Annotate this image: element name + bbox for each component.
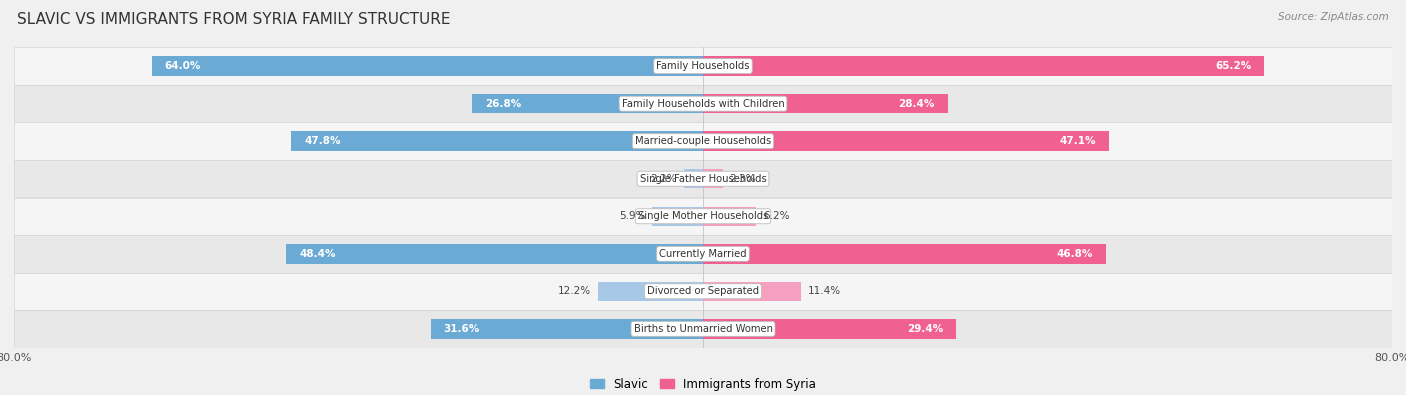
Bar <box>652 207 703 226</box>
Bar <box>703 319 956 339</box>
Text: 12.2%: 12.2% <box>558 286 591 296</box>
Legend: Slavic, Immigrants from Syria: Slavic, Immigrants from Syria <box>585 373 821 395</box>
Text: Single Father Households: Single Father Households <box>640 174 766 184</box>
Text: 47.1%: 47.1% <box>1059 136 1095 146</box>
Bar <box>430 319 703 339</box>
Bar <box>14 273 1392 310</box>
Text: SLAVIC VS IMMIGRANTS FROM SYRIA FAMILY STRUCTURE: SLAVIC VS IMMIGRANTS FROM SYRIA FAMILY S… <box>17 12 450 27</box>
Text: 29.4%: 29.4% <box>907 324 943 334</box>
Text: 2.2%: 2.2% <box>651 174 678 184</box>
Bar <box>703 132 1108 151</box>
Text: Family Households with Children: Family Households with Children <box>621 99 785 109</box>
Bar <box>287 244 703 263</box>
Text: 2.3%: 2.3% <box>730 174 756 184</box>
Bar <box>14 85 1392 122</box>
Bar <box>703 207 756 226</box>
Text: 26.8%: 26.8% <box>485 99 522 109</box>
Bar <box>472 94 703 113</box>
Bar <box>598 282 703 301</box>
Text: 65.2%: 65.2% <box>1215 61 1251 71</box>
Text: Source: ZipAtlas.com: Source: ZipAtlas.com <box>1278 12 1389 22</box>
Text: Single Mother Households: Single Mother Households <box>638 211 768 221</box>
Text: 5.9%: 5.9% <box>619 211 645 221</box>
Bar <box>685 169 703 188</box>
Text: 6.2%: 6.2% <box>763 211 790 221</box>
Bar <box>703 56 1264 76</box>
Text: Married-couple Households: Married-couple Households <box>636 136 770 146</box>
Text: 28.4%: 28.4% <box>898 99 935 109</box>
Text: 31.6%: 31.6% <box>444 324 479 334</box>
Text: Divorced or Separated: Divorced or Separated <box>647 286 759 296</box>
Bar <box>14 310 1392 348</box>
Bar <box>703 244 1107 263</box>
Text: Currently Married: Currently Married <box>659 249 747 259</box>
Text: 48.4%: 48.4% <box>299 249 336 259</box>
Bar <box>703 94 948 113</box>
Bar <box>703 169 723 188</box>
Bar <box>14 160 1392 198</box>
Text: Births to Unmarried Women: Births to Unmarried Women <box>634 324 772 334</box>
Bar <box>152 56 703 76</box>
Bar <box>14 198 1392 235</box>
Bar <box>291 132 703 151</box>
Text: Family Households: Family Households <box>657 61 749 71</box>
Text: 47.8%: 47.8% <box>304 136 340 146</box>
Text: 11.4%: 11.4% <box>808 286 841 296</box>
Bar <box>14 235 1392 273</box>
Text: 46.8%: 46.8% <box>1057 249 1092 259</box>
Bar <box>703 282 801 301</box>
Bar <box>14 122 1392 160</box>
Text: 64.0%: 64.0% <box>165 61 201 71</box>
Bar <box>14 47 1392 85</box>
